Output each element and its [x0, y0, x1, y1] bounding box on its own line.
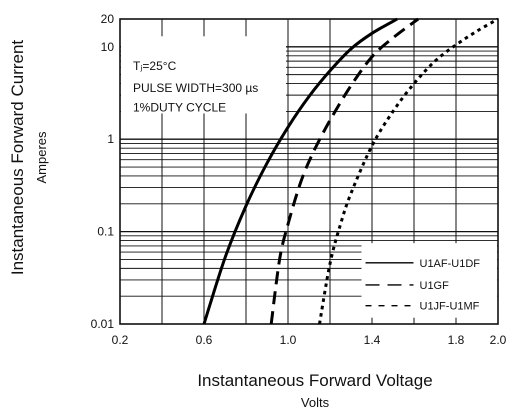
x-tick-label: 1.8 — [448, 333, 465, 347]
legend-label-2: U1GF — [420, 280, 450, 292]
x-axis-units: Volts — [301, 395, 330, 410]
x-tick-label: 1.4 — [364, 333, 381, 347]
y-tick-label: 10 — [101, 40, 115, 54]
x-axis-title: Instantaneous Forward Voltage — [197, 371, 432, 390]
y-tick-label: 0.01 — [91, 317, 115, 331]
annotation-duty-cycle: 1%DUTY CYCLE — [133, 101, 226, 115]
legend-label-3: U1JF-U1MF — [420, 301, 480, 313]
legend: U1AF-U1DF U1GF U1JF-U1MF — [365, 258, 481, 313]
y-tick-label: 1 — [107, 132, 114, 146]
series-line-1 — [202, 17, 398, 325]
y-axis-title: Instantaneous Forward Current — [8, 40, 27, 276]
series-line-2 — [269, 17, 420, 325]
y-tick-label: 20 — [101, 12, 115, 26]
y-tick-label: 0.1 — [97, 225, 114, 239]
plot-frame — [119, 18, 499, 325]
annotation-temperature: Tⱼ=25°C — [133, 59, 177, 73]
y-axis-units: Amperes — [34, 131, 49, 184]
x-tick-label: 0.6 — [196, 333, 213, 347]
x-tick-label: 1.0 — [280, 333, 297, 347]
series-line-3 — [318, 17, 499, 325]
x-tick-label: 2.0 — [490, 333, 507, 347]
tick-labels: 0.2 0.6 1.0 1.4 1.8 2.0 0.01 0.1 1 10 20 — [91, 12, 507, 347]
annotation-pulse-width: PULSE WIDTH=300 µs — [133, 81, 258, 95]
legend-label-1: U1AF-U1DF — [420, 258, 481, 270]
x-tick-label: 0.2 — [112, 333, 129, 347]
series-group — [202, 17, 499, 325]
annotation-box — [121, 36, 286, 114]
